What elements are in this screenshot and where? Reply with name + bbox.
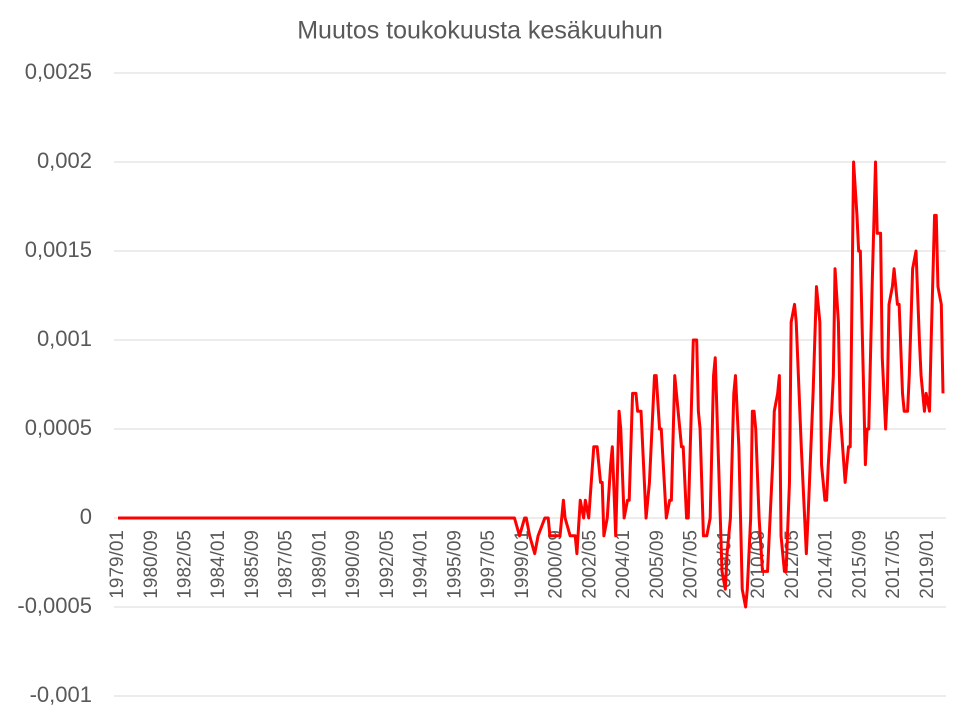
x-tick-label: 2005/09 [647, 530, 668, 599]
x-tick-label: 1999/01 [512, 530, 533, 599]
y-tick-label: 0,0025 [25, 59, 92, 84]
x-tick-label: 2017/05 [883, 530, 904, 599]
y-tick-label: -0,0005 [17, 593, 92, 618]
y-tick-label: 0,002 [37, 148, 92, 173]
x-tick-label: 1989/01 [309, 530, 330, 599]
x-tick-label: 1979/01 [107, 530, 128, 599]
x-tick-label: 2002/05 [579, 530, 600, 599]
x-tick-label: 1980/09 [141, 530, 162, 599]
x-tick-label: 1984/01 [208, 530, 229, 599]
x-tick-label: 1990/09 [343, 530, 364, 599]
x-tick-label: 1994/01 [411, 530, 432, 599]
data-line [118, 160, 945, 609]
y-tick-label: -0,001 [30, 682, 92, 707]
x-tick-label: 2010/09 [748, 530, 769, 599]
x-tick-label: 2004/01 [613, 530, 634, 599]
x-tick-label: 1982/05 [175, 530, 196, 599]
y-tick-label: 0,0015 [25, 237, 92, 262]
x-tick-label: 1997/05 [478, 530, 499, 599]
x-tick-label: 1992/05 [377, 530, 398, 599]
chart-title: Muutos toukokuusta kesäkuuhun [297, 17, 663, 45]
x-tick-label: 2009/01 [714, 530, 735, 599]
x-tick-label: 2014/01 [816, 530, 837, 599]
x-tick-label: 2015/09 [849, 530, 870, 599]
x-tick-label: 1985/09 [242, 530, 263, 599]
x-tick-label: 2000/09 [546, 530, 567, 599]
y-tick-label: 0,001 [37, 326, 92, 351]
x-tick-label: 1987/05 [276, 530, 297, 599]
x-tick-label: 2019/01 [917, 530, 938, 599]
y-tick-label: 0 [80, 504, 92, 529]
x-tick-label: 1995/09 [444, 530, 465, 599]
x-tick-label: 2007/05 [681, 530, 702, 599]
y-tick-label: 0,0005 [25, 415, 92, 440]
